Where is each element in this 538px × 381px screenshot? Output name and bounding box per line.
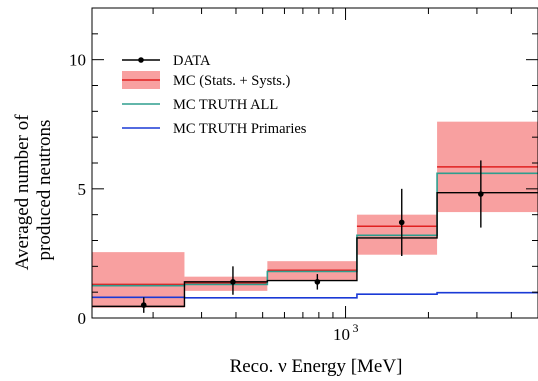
mc-band-bin [92, 252, 185, 308]
legend-label-mc-truth-primaries: MC TRUTH Primaries [173, 121, 307, 137]
y-axis-label: Averaged number of produced neutrons [12, 110, 55, 271]
data-point [478, 191, 484, 197]
y-tick-label: 0 [78, 309, 87, 328]
mc-band-layer [92, 121, 538, 308]
legend-label-mc-truth-all: MC TRUTH ALL [173, 97, 278, 113]
legend: DATA MC (Stats. + Systs.) MC TRUTH ALL MC T… [122, 53, 307, 137]
data-points-layer [140, 160, 484, 313]
x-tick-label: 10 [333, 325, 350, 344]
y-axis-label-line-1: Averaged number of [12, 114, 33, 270]
data-point [314, 279, 321, 285]
y-tick-label: 5 [78, 180, 87, 199]
y-tick-label: 10 [69, 51, 86, 70]
data-point [140, 302, 147, 308]
legend-label-mc-stats-systs: MC (Stats. + Systs.) [173, 73, 291, 89]
data-step-line [92, 192, 538, 308]
x-tick-label-exponent: 3 [353, 321, 359, 335]
legend-marker-data [138, 57, 144, 63]
legend-label-data: DATA [173, 53, 211, 69]
x-axis-label: Reco. ν Energy [MeV] [230, 356, 403, 377]
y-axis-label-line-2: produced neutrons [34, 120, 55, 261]
series-layer [92, 172, 538, 308]
data-point [398, 219, 405, 226]
data-point [230, 279, 236, 285]
